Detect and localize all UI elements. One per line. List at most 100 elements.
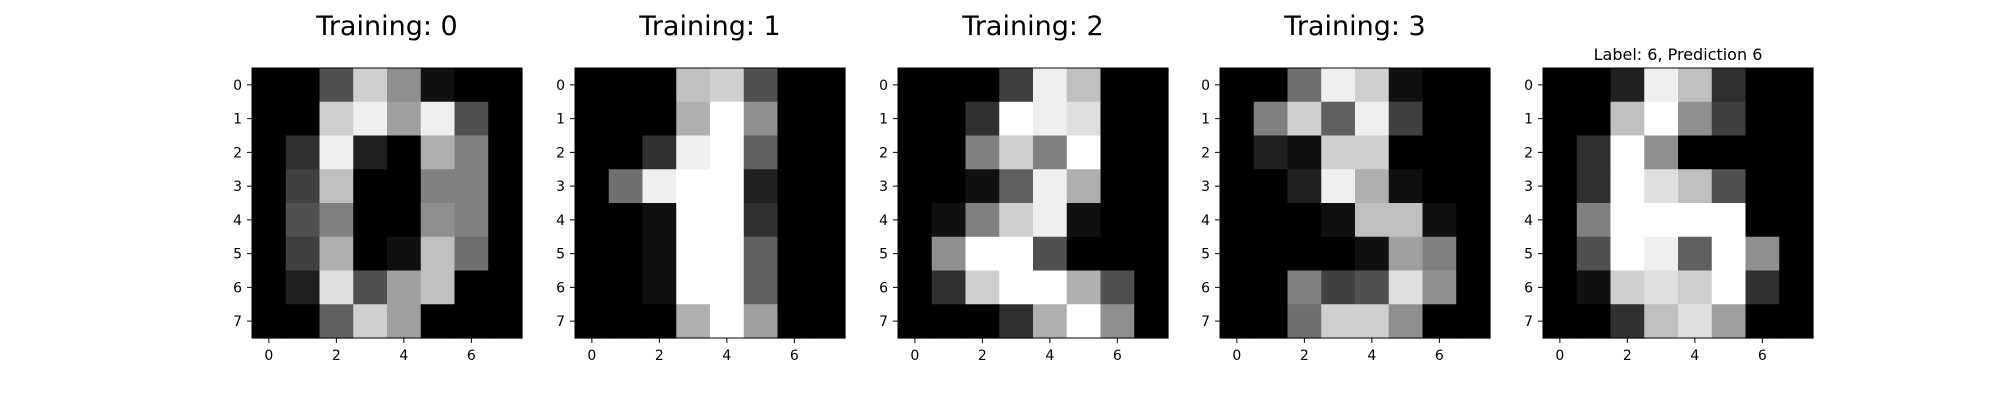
heatmap-cell bbox=[965, 169, 1000, 204]
heatmap-cell bbox=[1543, 203, 1578, 238]
heatmap-cell bbox=[1576, 236, 1612, 272]
heatmap-cell bbox=[1066, 68, 1102, 103]
panel-title: Training: 1 bbox=[638, 11, 780, 42]
x-tick-label: 0 bbox=[1232, 348, 1241, 364]
heatmap-cell bbox=[1321, 270, 1356, 305]
heatmap-cell bbox=[777, 304, 812, 339]
heatmap-cell bbox=[387, 135, 422, 170]
heatmap-cell bbox=[1355, 236, 1390, 272]
y-tick-label: 6 bbox=[1524, 280, 1533, 296]
heatmap-cell bbox=[575, 68, 610, 103]
heatmap-cell bbox=[1576, 101, 1612, 137]
heatmap-cell bbox=[931, 270, 967, 305]
heatmap-cell bbox=[420, 68, 456, 103]
heatmap-cell bbox=[999, 169, 1034, 204]
y-tick-label: 2 bbox=[879, 145, 888, 161]
y-tick-label: 4 bbox=[233, 213, 242, 229]
heatmap-cell bbox=[1422, 101, 1457, 137]
heatmap-cell bbox=[1644, 101, 1679, 137]
heatmap-cell bbox=[285, 270, 321, 305]
heatmap-cell bbox=[1033, 304, 1068, 339]
heatmap-cell bbox=[1033, 236, 1068, 272]
heatmap-cell bbox=[608, 135, 644, 170]
heatmap-cell bbox=[1066, 270, 1102, 305]
heatmap-cell bbox=[1779, 169, 1814, 204]
heatmap-cell bbox=[1678, 304, 1713, 339]
heatmap-cell bbox=[252, 68, 287, 103]
heatmap-cell bbox=[1220, 68, 1255, 103]
heatmap-cell bbox=[1711, 169, 1747, 204]
heatmap-cell bbox=[454, 135, 489, 170]
heatmap-cell bbox=[1066, 135, 1102, 170]
heatmap-cell bbox=[777, 169, 812, 204]
heatmap-cell bbox=[1610, 270, 1645, 305]
x-tick-label: 0 bbox=[264, 348, 273, 364]
heatmap-cell bbox=[1543, 68, 1578, 103]
heatmap-cell bbox=[811, 68, 846, 103]
heatmap-cell bbox=[1610, 101, 1645, 137]
heatmap-cell bbox=[1033, 68, 1068, 103]
heatmap-cell bbox=[1576, 68, 1612, 103]
heatmap-cell bbox=[420, 236, 456, 272]
heatmap-cell bbox=[642, 304, 677, 339]
heatmap-cell bbox=[931, 236, 967, 272]
heatmap-cell bbox=[642, 169, 677, 204]
heatmap-cell bbox=[1355, 203, 1390, 238]
heatmap-cell bbox=[1287, 270, 1322, 305]
heatmap-cell bbox=[1033, 270, 1068, 305]
heatmap-cell bbox=[1321, 236, 1356, 272]
heatmap-cell bbox=[1610, 304, 1645, 339]
heatmap-cell bbox=[488, 135, 523, 170]
y-tick-label: 3 bbox=[1201, 179, 1210, 195]
x-tick-label: 4 bbox=[722, 348, 731, 364]
x-tick-label: 2 bbox=[332, 348, 341, 364]
heatmap-cell bbox=[1779, 270, 1814, 305]
heatmap-cell bbox=[676, 135, 711, 170]
heatmap-cell bbox=[1388, 304, 1424, 339]
heatmap-cell bbox=[387, 236, 422, 272]
x-tick-label: 2 bbox=[978, 348, 987, 364]
y-tick-label: 2 bbox=[233, 145, 242, 161]
heatmap-cell bbox=[1678, 101, 1713, 137]
heatmap-cell bbox=[1610, 68, 1645, 103]
heatmap-cell bbox=[1100, 135, 1135, 170]
y-tick-label: 5 bbox=[556, 247, 565, 263]
heatmap-cell bbox=[1543, 101, 1578, 137]
heatmap-cell bbox=[965, 101, 1000, 137]
heatmap-cell bbox=[1576, 135, 1612, 170]
heatmap-cell bbox=[252, 101, 287, 137]
heatmap-cell bbox=[1779, 68, 1814, 103]
heatmap-cell bbox=[1779, 304, 1814, 339]
heatmap-cell bbox=[710, 135, 745, 170]
heatmap-cell bbox=[1711, 236, 1747, 272]
heatmap-cell bbox=[1253, 304, 1289, 339]
heatmap-cell bbox=[811, 236, 846, 272]
axes-frame bbox=[251, 67, 523, 339]
heatmap-cell bbox=[1456, 304, 1491, 339]
x-tick-label: 4 bbox=[1045, 348, 1054, 364]
heatmap-cell bbox=[285, 203, 321, 238]
heatmap-cell bbox=[1610, 135, 1645, 170]
heatmap-cell bbox=[252, 236, 287, 272]
heatmap-cell bbox=[1456, 68, 1491, 103]
heatmap-cell bbox=[676, 203, 711, 238]
heatmap-cell bbox=[642, 236, 677, 272]
y-tick-label: 2 bbox=[556, 145, 565, 161]
heatmap-cell bbox=[353, 236, 388, 272]
heatmap-cell bbox=[387, 270, 422, 305]
x-tick-label: 0 bbox=[587, 348, 596, 364]
heatmap-cell bbox=[1287, 236, 1322, 272]
heatmap-cell bbox=[319, 236, 354, 272]
heatmap-cell bbox=[1134, 203, 1169, 238]
x-tick-label: 6 bbox=[1758, 348, 1767, 364]
heatmap-cell bbox=[1287, 169, 1322, 204]
axes-frame bbox=[1219, 67, 1491, 339]
heatmap-cell bbox=[1779, 203, 1814, 238]
heatmap-cell bbox=[488, 304, 523, 339]
heatmap-cell bbox=[743, 68, 779, 103]
y-tick-label: 4 bbox=[1201, 213, 1210, 229]
heatmap-cell bbox=[642, 135, 677, 170]
heatmap-cell bbox=[931, 101, 967, 137]
heatmap-cell bbox=[1456, 135, 1491, 170]
heatmap-cell bbox=[488, 101, 523, 137]
